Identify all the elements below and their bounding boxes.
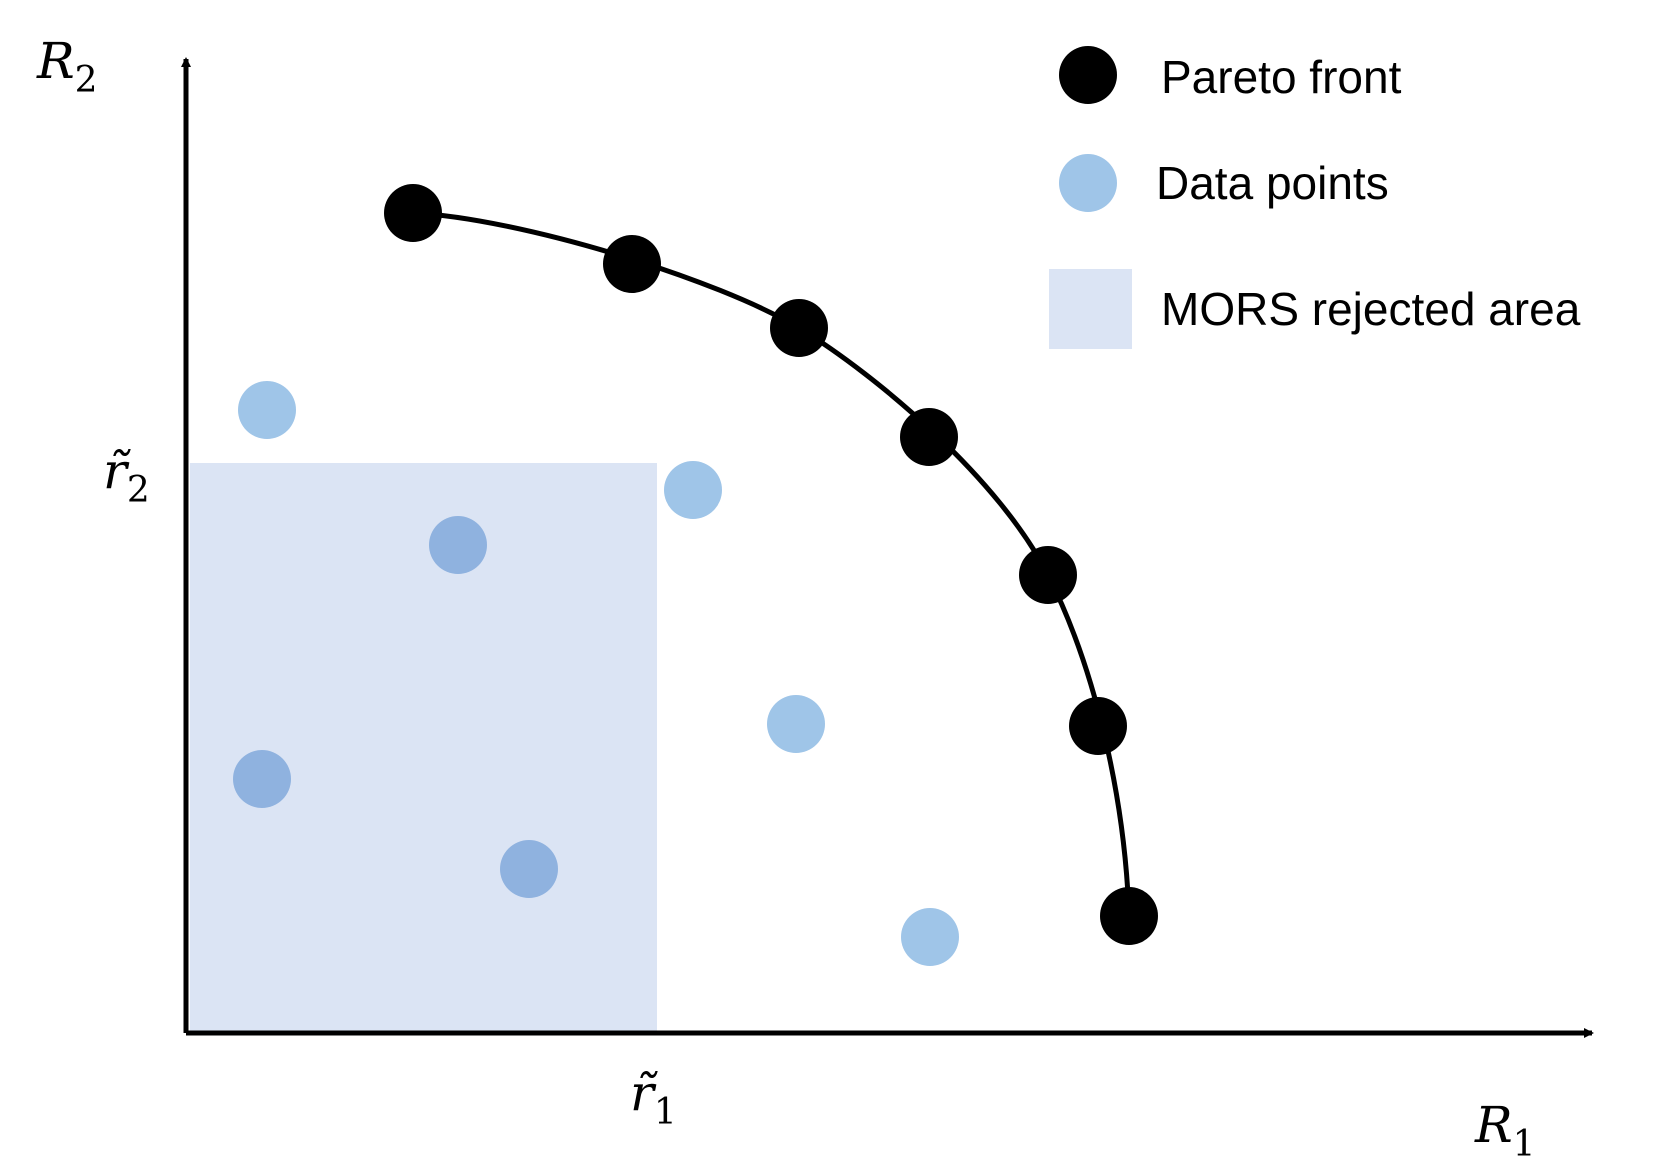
x-axis-label: R1: [1474, 1096, 1536, 1165]
data-points: [233, 381, 959, 966]
rejected-area: [190, 463, 657, 1033]
pareto-point: [900, 408, 958, 466]
legend-label: Data points: [1156, 157, 1389, 209]
subscript: 2: [127, 470, 150, 511]
symbol: R: [36, 32, 75, 90]
legend-label: Pareto front: [1161, 51, 1402, 103]
legend-label: MORS rejected area: [1161, 283, 1581, 335]
legend-marker: [1059, 46, 1117, 104]
subscript: 1: [654, 1092, 677, 1133]
pareto-point: [1019, 546, 1077, 604]
pareto-point: [1069, 697, 1127, 755]
symbol: R: [1474, 1096, 1513, 1154]
y-axis-label: R2: [36, 32, 98, 101]
symbol: r̃: [630, 1064, 658, 1122]
data-point: [767, 695, 825, 753]
subscript: 2: [75, 60, 98, 101]
data-point: [500, 840, 558, 898]
x-threshold-label: r̃1: [630, 1064, 677, 1133]
pareto-point: [384, 184, 442, 242]
pareto-points: [384, 184, 1158, 945]
legend-marker: [1059, 154, 1117, 212]
data-point: [901, 908, 959, 966]
pareto-point: [603, 235, 661, 293]
data-point: [429, 516, 487, 574]
symbol: r̃: [103, 442, 131, 500]
subscript: 1: [1513, 1124, 1536, 1165]
pareto-point: [770, 299, 828, 357]
y-threshold-label: r̃2: [103, 442, 150, 511]
legend: Pareto front Data points MORS rejected a…: [1049, 46, 1581, 349]
data-point: [233, 750, 291, 808]
data-point: [664, 461, 722, 519]
pareto-point: [1100, 887, 1158, 945]
data-point: [238, 381, 296, 439]
legend-marker: [1049, 269, 1132, 349]
